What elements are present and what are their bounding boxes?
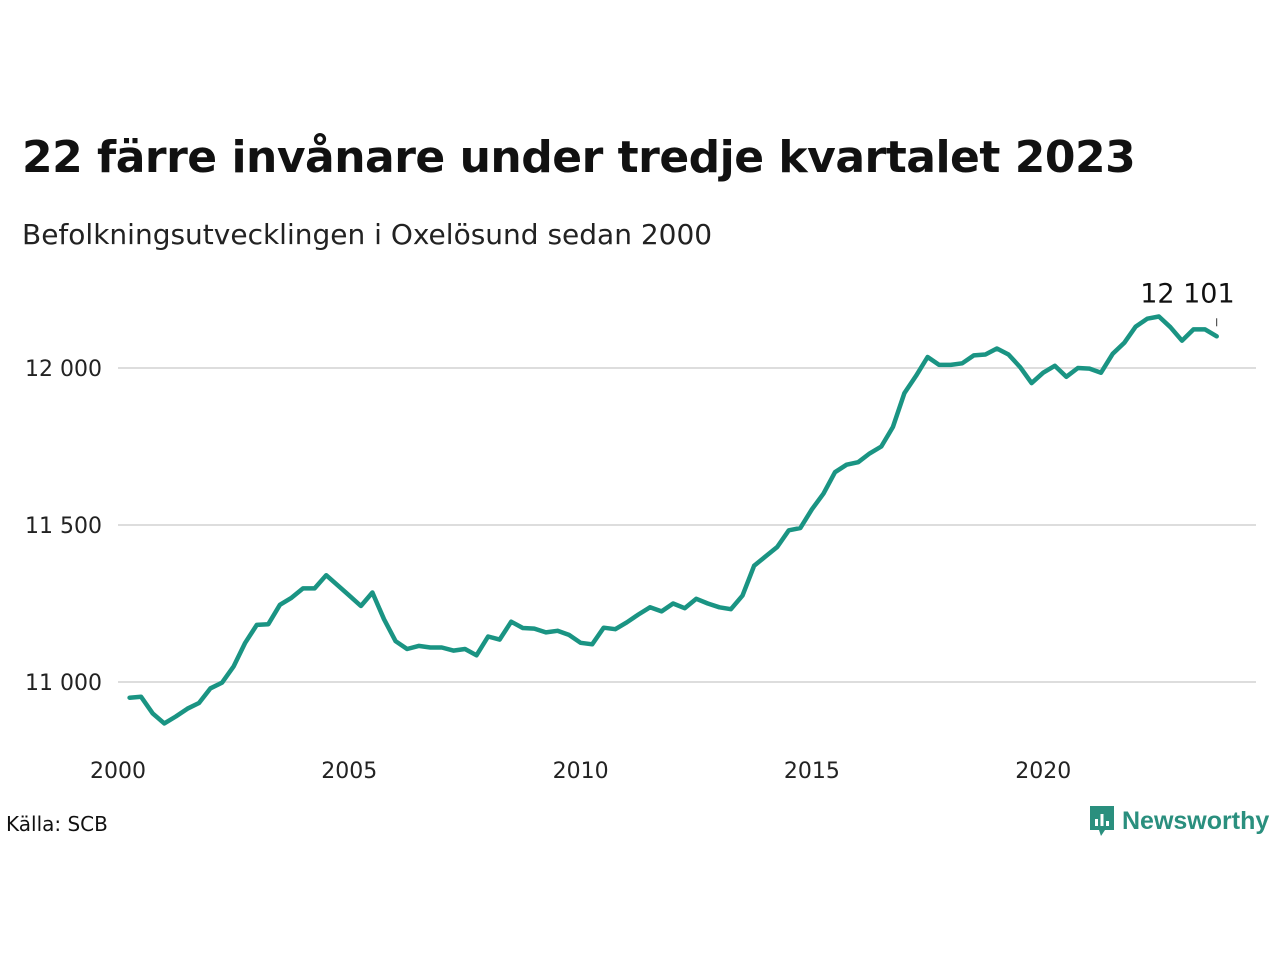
population-series-line bbox=[127, 314, 1219, 726]
end-value-label: 12 101 bbox=[1140, 278, 1234, 309]
y-tick-label: 12 000 bbox=[25, 357, 102, 382]
y-axis-labels: 11 000 11 500 12 000 bbox=[25, 357, 102, 696]
y-tick-label: 11 500 bbox=[25, 514, 102, 539]
x-tick-label: 2000 bbox=[90, 759, 146, 784]
x-tick-label: 2015 bbox=[784, 759, 840, 784]
brand-name: Newsworthy bbox=[1122, 806, 1270, 835]
x-tick-label: 2010 bbox=[553, 759, 609, 784]
newsworthy-logo-icon bbox=[1090, 806, 1114, 836]
gridlines bbox=[118, 367, 1256, 683]
brand-logo: Newsworthy bbox=[1088, 804, 1269, 838]
chart-title: 22 färre invånare under tredje kvartalet… bbox=[22, 132, 1136, 183]
chart-subtitle: Befolkningsutvecklingen i Oxelösund seda… bbox=[22, 218, 713, 251]
x-axis-labels: 2000 2005 2010 2015 2020 bbox=[90, 759, 1071, 784]
source-note: Källa: SCB bbox=[6, 812, 108, 836]
y-tick-label: 11 000 bbox=[25, 671, 102, 696]
x-tick-label: 2020 bbox=[1015, 759, 1071, 784]
x-tick-label: 2005 bbox=[321, 759, 377, 784]
